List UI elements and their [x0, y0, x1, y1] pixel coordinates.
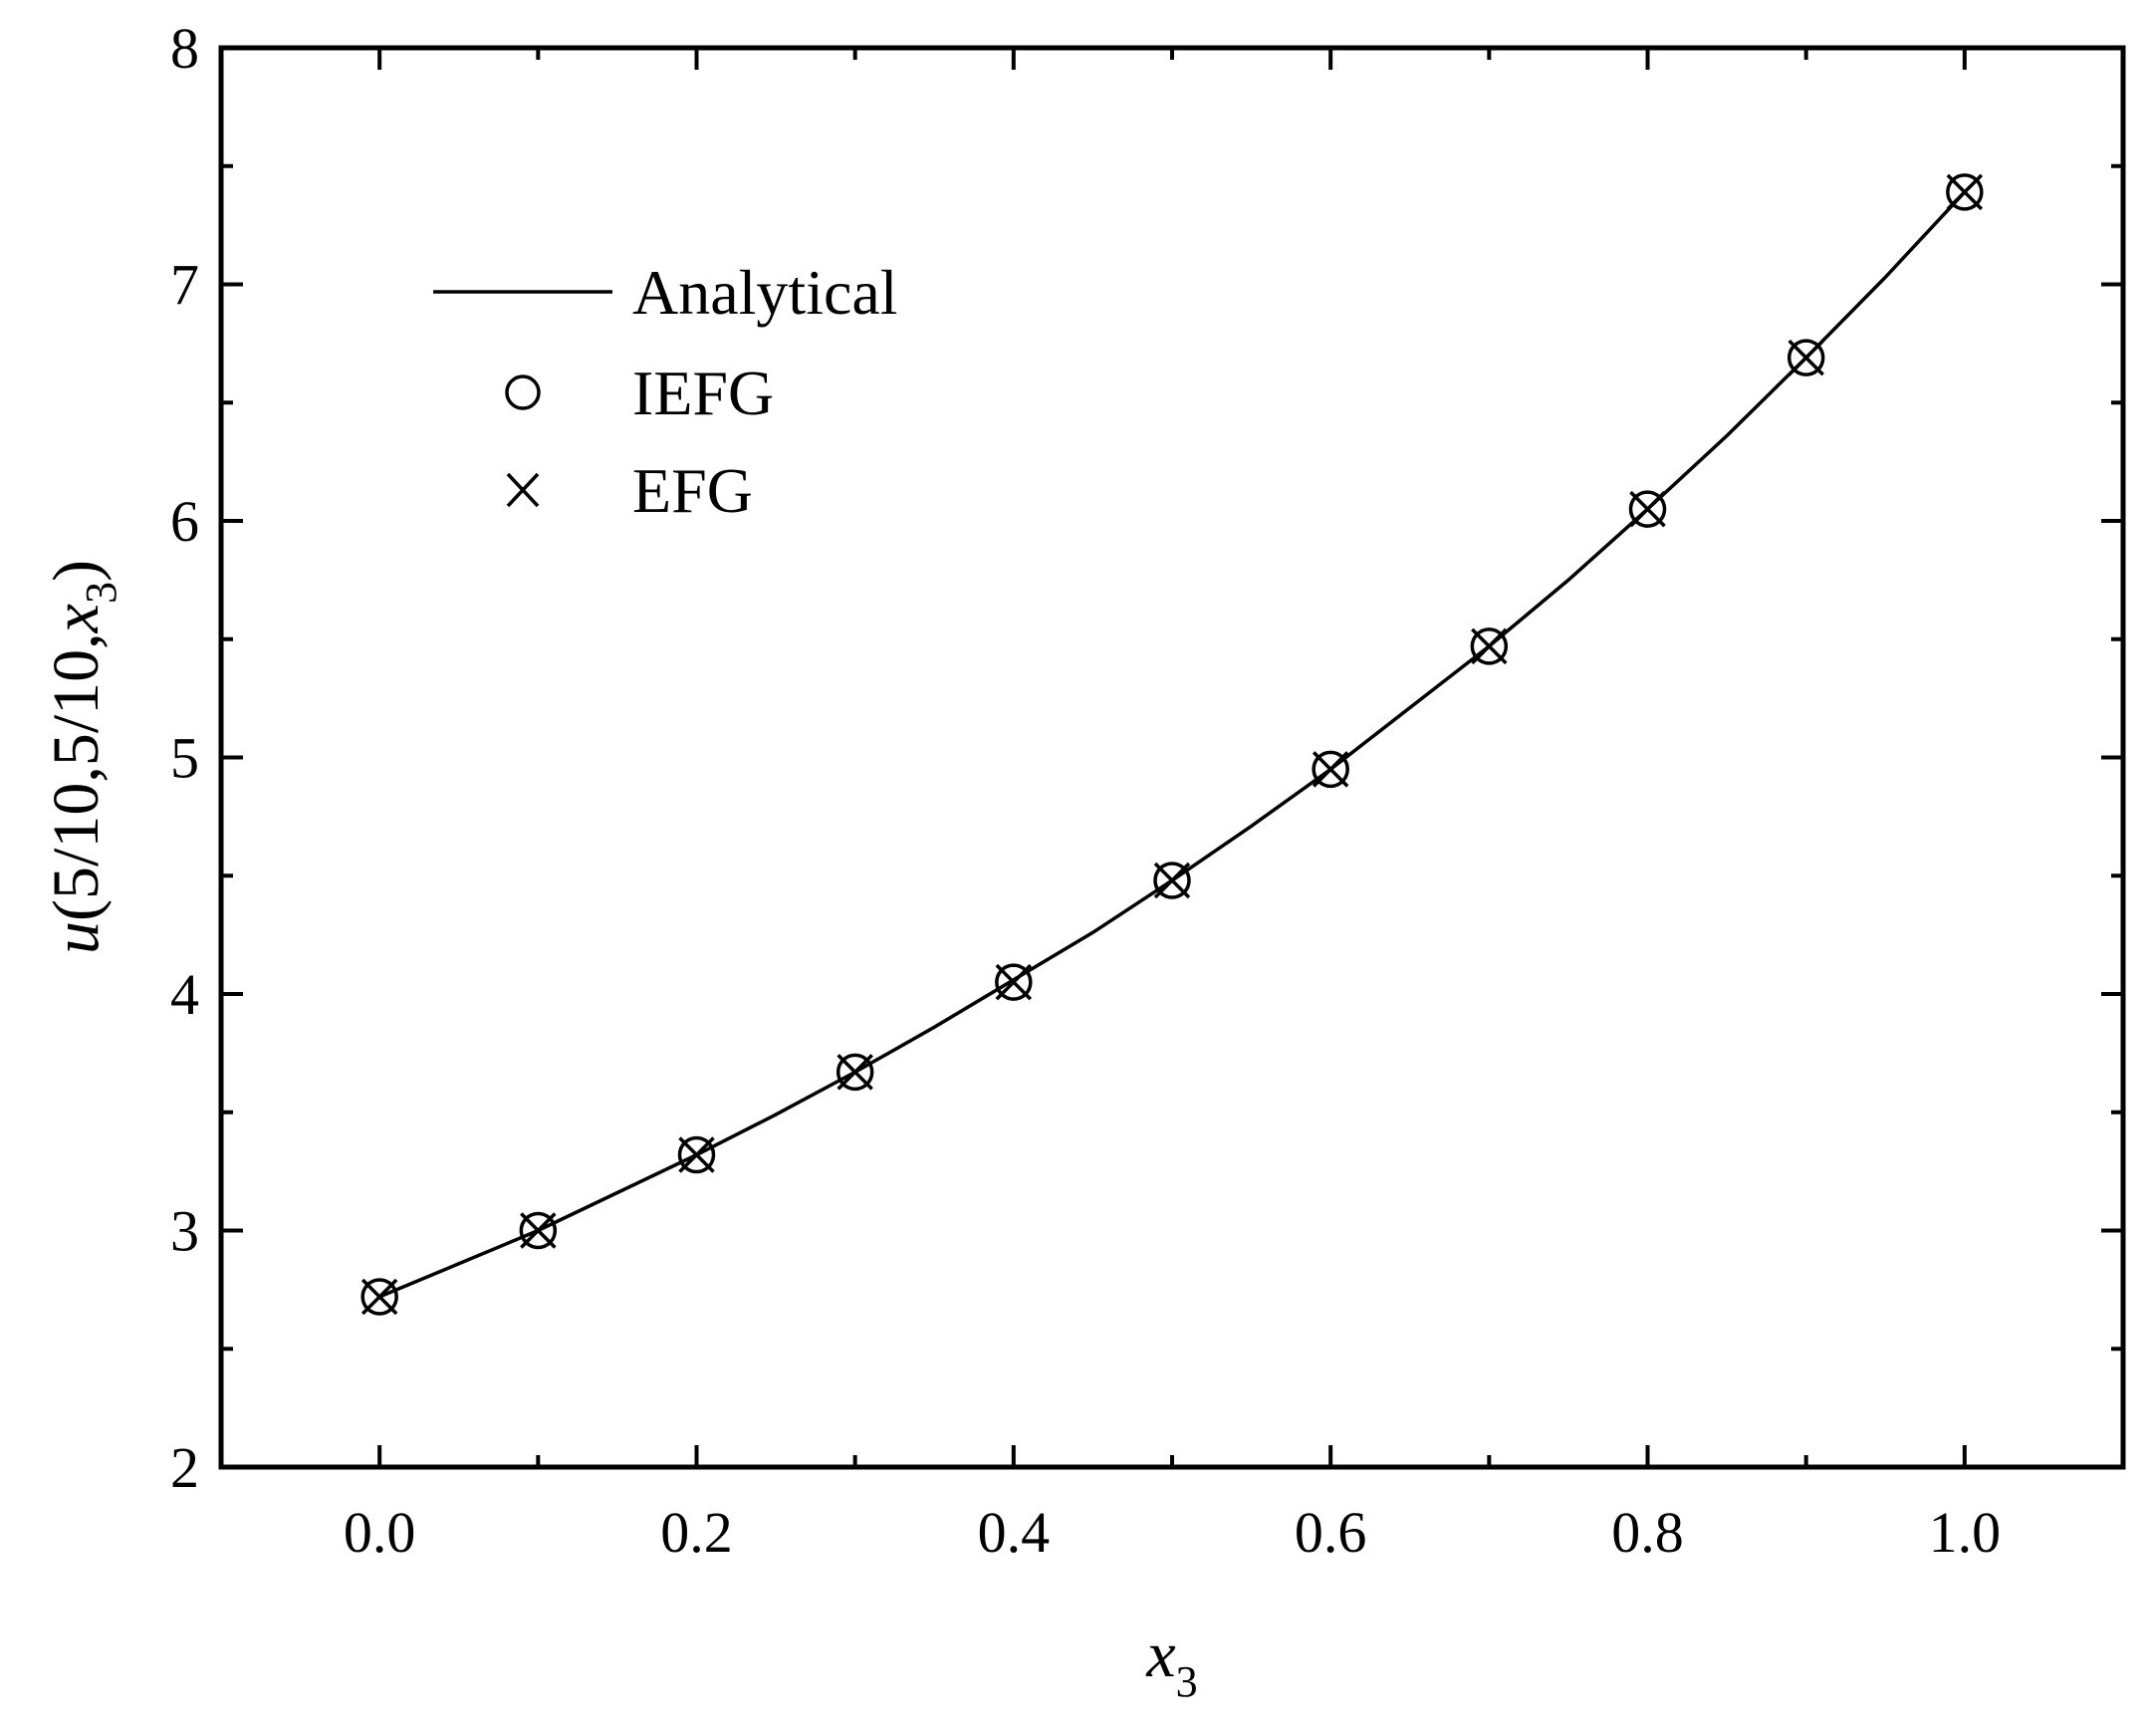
efg-marker: [1153, 862, 1191, 899]
x-tick-label: 0.6: [1295, 1500, 1367, 1565]
iefg-marker: [1470, 627, 1509, 665]
analytical-line: [378, 190, 1967, 1299]
y-tick-label: 7: [170, 253, 199, 318]
x-tick-label: 0.2: [660, 1500, 733, 1565]
efg-marker: [1312, 751, 1349, 788]
iefg-marker: [1946, 173, 1984, 211]
axis-ticks: [219, 46, 2125, 1469]
iefg-marker: [677, 1135, 716, 1174]
iefg-marker: [1787, 339, 1825, 376]
x-tick-label: 0.4: [978, 1500, 1051, 1565]
efg-marker: [1788, 339, 1824, 376]
plot-frame: [218, 45, 2126, 1470]
efg-marker: [1629, 490, 1666, 528]
iefg-marker: [995, 963, 1033, 1001]
x-axis-title: x3: [1145, 1618, 1197, 1706]
efg-marker: [995, 963, 1033, 1001]
iefg-marker: [1153, 862, 1191, 899]
efg-marker: [1946, 173, 1984, 211]
legend-label-efg: EFG: [632, 455, 753, 526]
y-tick-label: 3: [170, 1199, 199, 1264]
legend-circle-swatch: [505, 374, 541, 410]
y-tick-label: 5: [170, 726, 199, 791]
iefg-marker: [1312, 750, 1349, 789]
efg-marker: [360, 1278, 398, 1316]
data-markers: [360, 173, 1984, 1316]
y-tick-label: 4: [170, 962, 199, 1027]
iefg-marker: [519, 1211, 558, 1250]
legend-label-analytical: Analytical: [632, 257, 898, 328]
y-tick-label: 2: [170, 1435, 199, 1500]
x-tick-label: 1.0: [1929, 1500, 2002, 1565]
x-tick-label: 0.0: [344, 1500, 416, 1565]
legend-cross-swatch: [506, 472, 540, 508]
x-tick-label: 0.8: [1611, 1500, 1684, 1565]
efg-marker: [520, 1212, 557, 1249]
legend-label-iefg: IEFG: [632, 358, 774, 428]
efg-marker: [836, 1054, 873, 1091]
iefg-marker: [836, 1053, 874, 1092]
y-tick-label: 8: [170, 16, 199, 81]
iefg-marker: [360, 1278, 398, 1316]
efg-marker: [1471, 627, 1508, 665]
legend: Analytical IEFG EFG: [433, 257, 898, 526]
y-axis-title: u(5/10,5/10,x3): [40, 560, 125, 954]
tick-labels: 0.0 0.2 0.4 0.6 0.8 1.0 2 3 4 5 6 7 8: [170, 16, 2001, 1565]
y-tick-label: 6: [170, 489, 199, 554]
efg-marker: [678, 1136, 715, 1173]
iefg-marker: [1628, 490, 1667, 528]
